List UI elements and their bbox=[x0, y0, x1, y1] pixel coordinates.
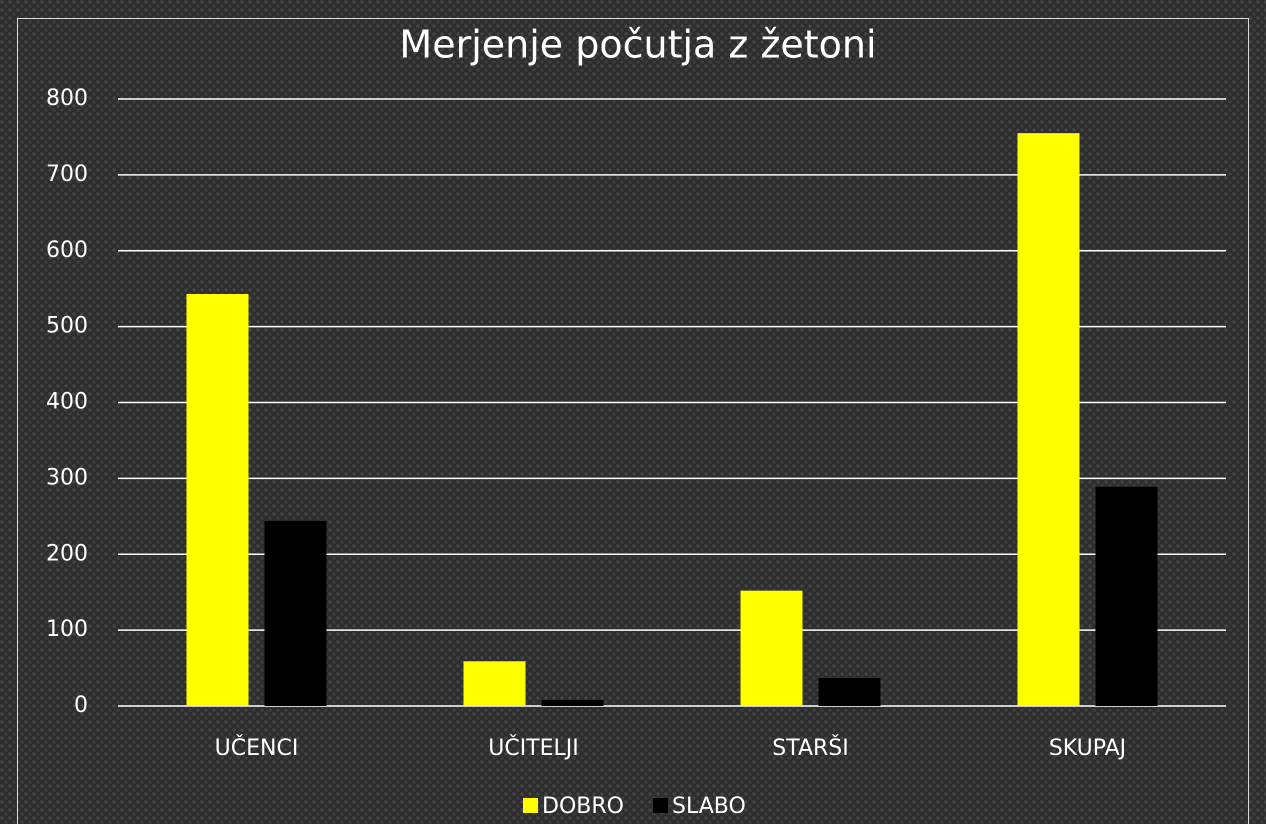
bar bbox=[1095, 486, 1158, 706]
legend-swatch bbox=[523, 798, 538, 813]
x-tick-label: SKUPAJ bbox=[1049, 736, 1126, 761]
y-tick-label: 700 bbox=[46, 162, 88, 187]
chart-border bbox=[17, 18, 1249, 824]
bar bbox=[541, 699, 604, 706]
x-tick-label: STARŠI bbox=[772, 735, 848, 761]
y-tick-label: 100 bbox=[46, 617, 88, 642]
y-tick-label: 600 bbox=[46, 238, 88, 263]
x-tick-label: UČITELJI bbox=[488, 735, 579, 761]
y-tick-label: 800 bbox=[46, 86, 88, 111]
y-tick-label: 200 bbox=[46, 541, 88, 566]
legend-label: DOBRO bbox=[542, 794, 624, 819]
bar bbox=[1017, 133, 1080, 707]
bar bbox=[463, 661, 526, 706]
bar bbox=[818, 677, 881, 706]
y-tick-label: 400 bbox=[46, 390, 88, 415]
x-tick-label: UČENCI bbox=[215, 735, 299, 761]
bar bbox=[264, 520, 327, 706]
bar bbox=[186, 293, 249, 706]
legend-label: SLABO bbox=[672, 794, 746, 819]
bar bbox=[740, 590, 803, 706]
y-tick-label: 300 bbox=[46, 465, 88, 490]
legend-swatch bbox=[653, 798, 668, 813]
y-tick-label: 0 bbox=[74, 693, 88, 718]
chart-title: Merjenje počutja z žetoni bbox=[399, 23, 876, 67]
y-tick-label: 500 bbox=[46, 314, 88, 339]
